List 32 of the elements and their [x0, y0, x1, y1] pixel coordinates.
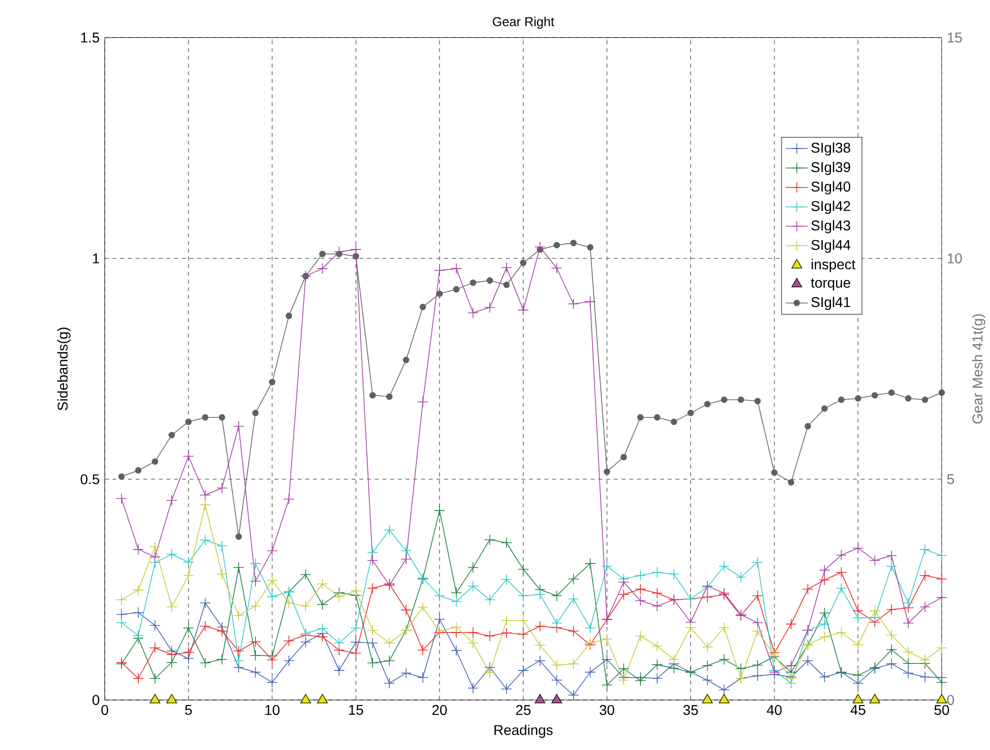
- legend-label: inspect: [812, 258, 856, 272]
- chart-title: Gear Right: [492, 16, 554, 29]
- y-tick-label: 0.5: [80, 474, 100, 484]
- legend-label: SIgl42: [811, 200, 850, 214]
- x-axis-title: Readings: [494, 724, 553, 738]
- y-axis-title: Sidebands(g): [57, 328, 70, 410]
- x-tick-label: 25: [516, 704, 531, 715]
- y2-tick-label: 15: [948, 32, 962, 42]
- x-tick-label: 5: [185, 704, 192, 715]
- legend-label: SIgl43: [811, 220, 850, 234]
- y2-tick-label: 0: [947, 694, 954, 705]
- legend-label: SIgl40: [811, 181, 850, 194]
- x-tick-label: 40: [766, 704, 782, 715]
- legend-label: SIgl39: [811, 162, 850, 175]
- x-tick-label: 15: [349, 704, 364, 715]
- x-tick-label: 10: [265, 704, 280, 715]
- legend-label: torque: [810, 278, 850, 290]
- x-tick-label: 30: [600, 704, 614, 715]
- x-tick-label: 20: [432, 704, 447, 715]
- x-tick-label: 35: [683, 704, 698, 715]
- y-tick-label: 1.5: [81, 32, 100, 42]
- y2-axis-title: Gear Mesh 41t(g): [972, 314, 986, 424]
- legend-label: SIgl44: [811, 239, 850, 253]
- y-tick-label: 1: [93, 253, 100, 264]
- legend-label: SIgl38: [811, 142, 850, 156]
- y2-tick-label: 10: [948, 253, 962, 264]
- y2-tick-label: 5: [947, 474, 954, 484]
- x-tick-label: 50: [934, 704, 950, 715]
- y-tick-label: 0: [92, 694, 100, 705]
- legend-label: SIgl41: [811, 296, 850, 310]
- x-tick-label: 0: [101, 704, 108, 715]
- x-tick-label: 45: [850, 704, 866, 715]
